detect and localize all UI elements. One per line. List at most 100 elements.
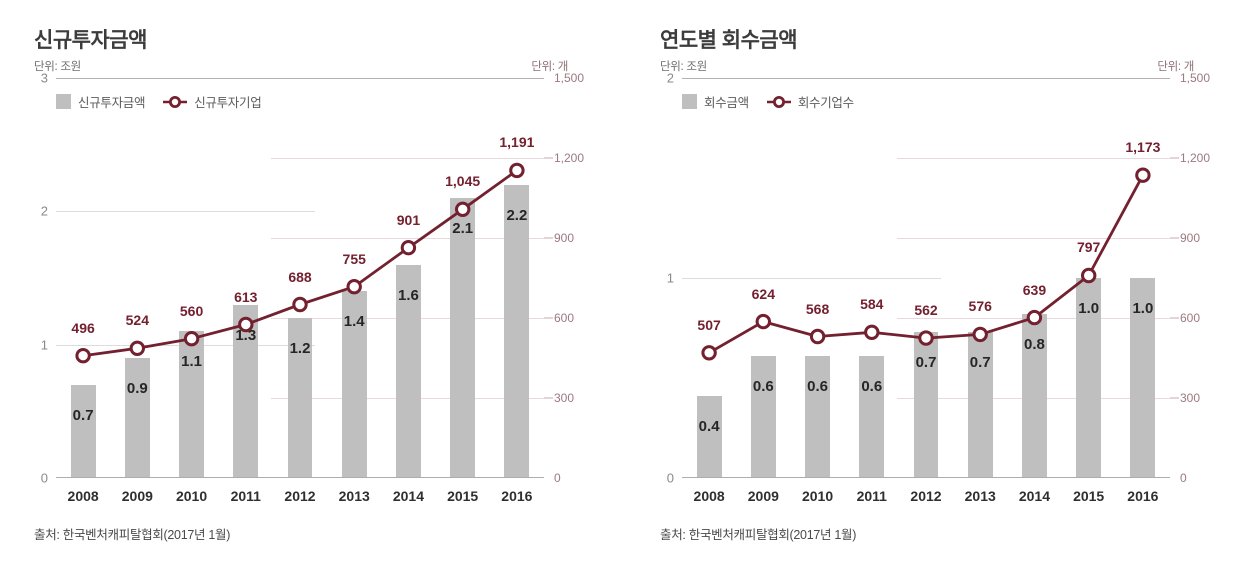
bar-value-label-2010: 1.1 [181, 353, 202, 371]
legend-item-line-left: 신규투자기업 [163, 92, 262, 111]
x-axis-label-2009: 2009 [747, 488, 779, 504]
gridline-right [270, 158, 544, 159]
bar-value-label-2008: 0.4 [698, 418, 720, 435]
legend-label-bar-right: 회수금액 [704, 96, 749, 110]
bar-value-label-2014: 1.6 [398, 286, 419, 304]
y-axis-tick-left: 0 [666, 470, 674, 486]
x-axis-label-2016: 2016 [1127, 488, 1159, 504]
bar-value-label-2014: 0.8 [1024, 336, 1045, 353]
chart-top-axis-line [682, 78, 1170, 79]
x-axis-label-2012: 2012 [910, 488, 942, 504]
line-value-label-2011: 584 [860, 296, 884, 313]
line-value-label-2008: 496 [71, 319, 95, 336]
chart-panel-right: 연도별 회수금액 단위: 조원 단위: 개 회수금액 회수기업수 0 1 2 0 300… [626, 0, 1252, 575]
bar-value-label-2009: 0.6 [752, 378, 774, 395]
chart-baseline [682, 477, 1170, 478]
x-axis-label-2015: 2015 [447, 488, 479, 504]
line-value-label-2010: 568 [805, 300, 830, 317]
x-axis-label-2016: 2016 [501, 488, 533, 504]
legend-label-line-right: 회수기업수 [797, 96, 854, 110]
page-title-right: 연도별 회수금액 [660, 29, 798, 52]
bar-2013[interactable] [967, 332, 993, 478]
chart-panel-left: 신규투자금액 단위: 조원 단위: 개 신규투자금액 신규투자기업 0 1 2 3 0 3… [34, 29, 584, 542]
y-axis-tick-left: 1 [40, 337, 48, 353]
y-axis-tick-left: 0 [40, 470, 48, 486]
y-axis-tick-right: 600 [554, 311, 575, 325]
page-title-left: 신규투자금액 [34, 29, 147, 52]
unit-label-left-axis-right: 단위: 조원 [660, 61, 707, 73]
line-value-label-2009: 624 [751, 285, 776, 302]
y-axis-tick-left: 2 [40, 203, 48, 219]
bar-value-label-2013: 0.7 [969, 354, 991, 371]
y-axis-tick-right: 300 [1180, 391, 1201, 405]
bar-value-label-2016: 2.2 [506, 206, 528, 224]
y-axis-tick-right: 1,200 [554, 151, 585, 165]
bar-value-label-2012: 0.7 [915, 354, 937, 371]
y-axis-tick-left: 2 [666, 70, 674, 86]
line-value-label-2015: 1,045 [445, 173, 481, 190]
line-value-label-2010: 560 [179, 302, 204, 319]
bar-value-label-2013: 1.4 [343, 313, 365, 331]
line-value-label-2016: 1,191 [499, 134, 535, 151]
bar-value-label-2011: 1.3 [235, 326, 257, 344]
line-value-label-2008: 507 [697, 316, 721, 333]
y-axis-tick-right: 0 [554, 471, 561, 485]
y-axis-tick-right: 1,500 [554, 71, 585, 85]
bar-value-label-2008: 0.7 [72, 406, 94, 424]
bar-swatch-icon [56, 94, 71, 109]
chart-top-axis-line [56, 78, 544, 79]
bar-2016[interactable] [504, 184, 530, 478]
y2-tick-dash [1170, 157, 1179, 159]
gridline-right [896, 158, 1170, 159]
line-value-label-2011: 613 [234, 288, 258, 305]
gridline-left [56, 211, 315, 213]
plot-area-left: 0 1 2 3 0 300 600 900 1,200 1,500 0.7 2008 0.9 2009 1.… [41, 71, 584, 505]
legend-left: 신규투자금액 신규투자기업 [56, 92, 262, 111]
line-value-label-2014: 639 [1022, 281, 1047, 298]
bar-value-label-2010: 0.6 [807, 378, 828, 395]
line-circle-marker-icon [163, 95, 188, 109]
bar-2010[interactable] [805, 356, 831, 478]
bar-2008[interactable] [70, 384, 96, 478]
line-value-label-2014: 901 [396, 211, 421, 228]
bar-2009[interactable] [124, 358, 150, 478]
y-axis-tick-right: 900 [1180, 231, 1201, 245]
bar-2015[interactable] [450, 198, 476, 478]
bar-value-label-2015: 1.0 [1078, 300, 1100, 317]
legend-right: 회수금액 회수기업수 [682, 92, 854, 111]
y2-tick-dash [544, 317, 553, 319]
x-axis-label-2013: 2013 [964, 488, 996, 504]
x-axis-label-2008: 2008 [67, 488, 99, 504]
y2-tick-dash [1170, 317, 1179, 319]
source-note-left: 출처: 한국벤처캐피탈협회(2017년 1월) [34, 528, 231, 542]
bar-2011[interactable] [859, 356, 885, 478]
x-axis-label-2010: 2010 [175, 488, 208, 504]
line-value-label-2015: 797 [1076, 239, 1101, 256]
gridline-right [896, 238, 1170, 239]
line-value-label-2009: 524 [125, 312, 150, 329]
bar-2008[interactable] [696, 396, 722, 478]
line-value-label-2013: 755 [342, 250, 366, 267]
source-note-right: 출처: 한국벤처캐피탈협회(2017년 1월) [660, 528, 857, 542]
unit-label-right-axis-left: 단위: 개 [531, 61, 568, 73]
y2-tick-dash [544, 157, 553, 159]
gridline-left [682, 278, 941, 279]
y-axis-tick-right: 0 [1180, 471, 1187, 485]
bar-swatch-icon [682, 94, 697, 109]
legend-label-line-left: 신규투자기업 [194, 96, 262, 110]
line-value-label-2016: 1,173 [1125, 139, 1161, 156]
y-axis-tick-left: 3 [40, 70, 48, 86]
x-axis-label-2015: 2015 [1073, 488, 1105, 504]
chart-baseline [56, 477, 544, 478]
x-axis-label-2011: 2011 [230, 488, 261, 504]
bar-2012[interactable] [913, 332, 939, 478]
x-axis-label-2013: 2013 [338, 488, 370, 504]
bar-2009[interactable] [750, 356, 776, 478]
y2-tick-dash [1170, 397, 1179, 399]
x-axis-label-2010: 2010 [801, 488, 834, 504]
line-value-label-2012: 562 [914, 302, 938, 319]
y-axis-tick-right: 1,500 [1180, 71, 1211, 85]
y-axis-tick-right: 1,200 [1180, 151, 1211, 165]
legend-item-bar-right: 회수금액 [682, 92, 749, 111]
